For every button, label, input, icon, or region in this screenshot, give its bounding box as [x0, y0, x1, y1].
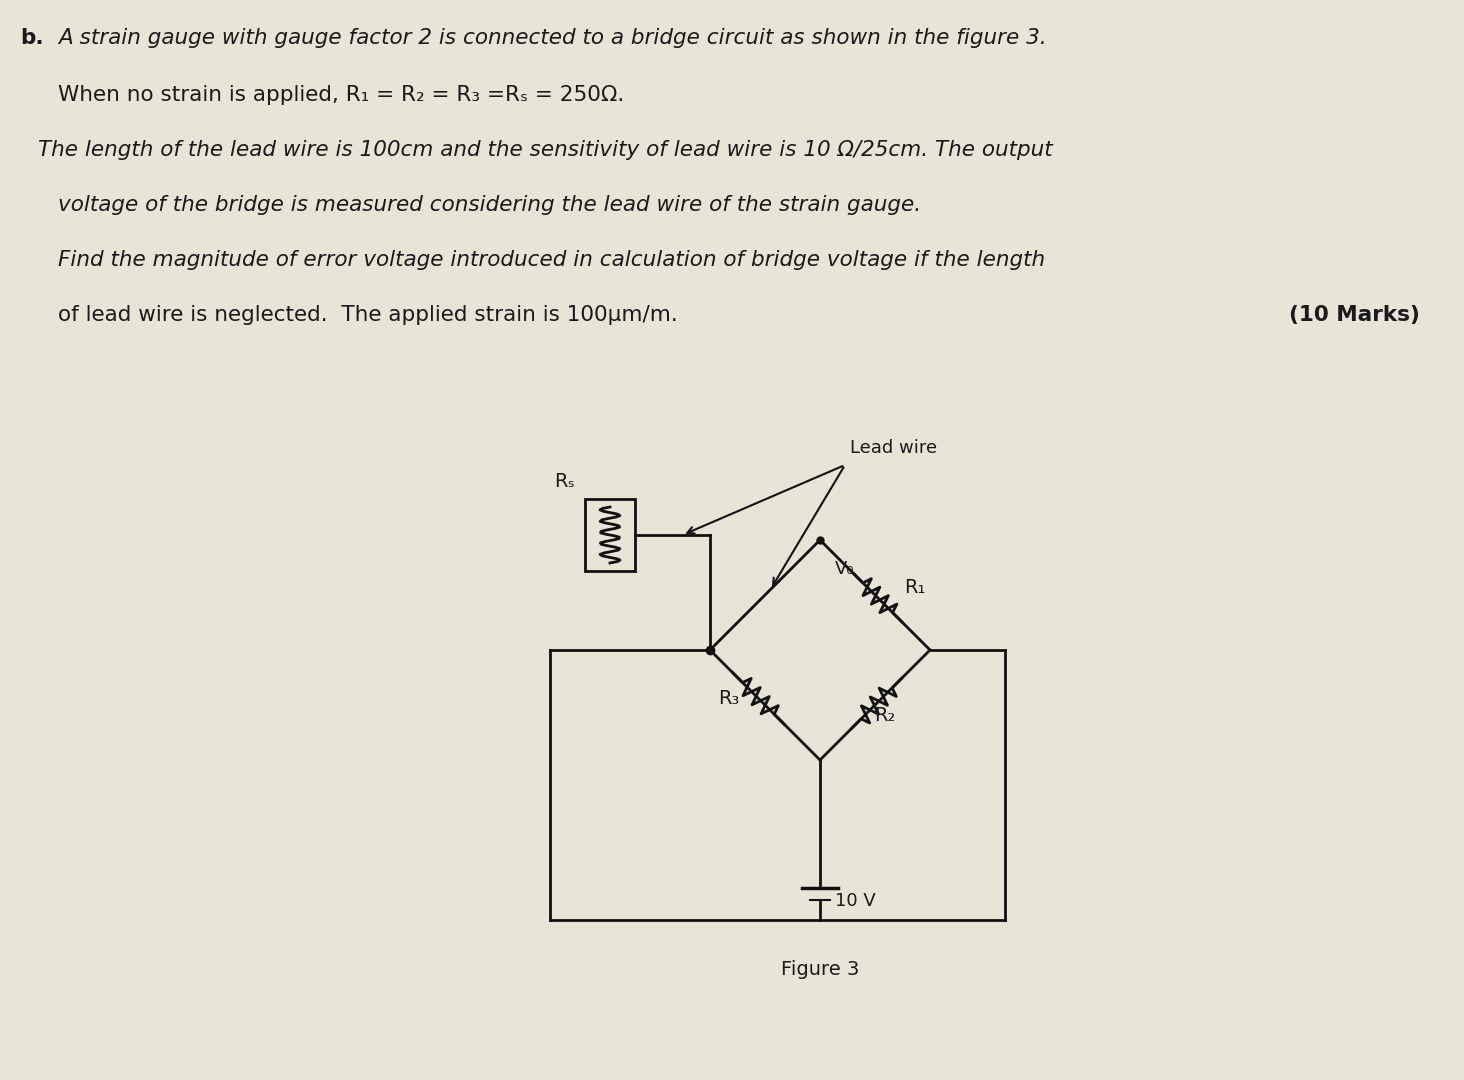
Bar — [586, 499, 635, 571]
Text: (10 Marks): (10 Marks) — [1290, 305, 1420, 325]
Text: R₂: R₂ — [874, 706, 896, 725]
Text: 10 V: 10 V — [834, 892, 875, 910]
Text: A strain gauge with gauge factor 2 is connected to a bridge circuit as shown in : A strain gauge with gauge factor 2 is co… — [59, 28, 1047, 48]
Text: Figure 3: Figure 3 — [780, 960, 859, 978]
Text: b.: b. — [20, 28, 44, 48]
Text: of lead wire is neglected.  The applied strain is 100μm/m.: of lead wire is neglected. The applied s… — [59, 305, 678, 325]
Text: Lead wire: Lead wire — [851, 438, 937, 457]
Text: When no strain is applied, R₁ = R₂ = R₃ =Rₛ = 250Ω.: When no strain is applied, R₁ = R₂ = R₃ … — [59, 85, 624, 105]
Text: R₃: R₃ — [719, 689, 739, 707]
Text: R₁: R₁ — [905, 578, 925, 596]
Text: Rₛ: Rₛ — [555, 472, 575, 491]
Text: Find the magnitude of error voltage introduced in calculation of bridge voltage : Find the magnitude of error voltage intr… — [59, 249, 1045, 270]
Text: The length of the lead wire is 100cm and the sensitivity of lead wire is 10 Ω/25: The length of the lead wire is 100cm and… — [38, 140, 1053, 160]
Text: voltage of the bridge is measured considering the lead wire of the strain gauge.: voltage of the bridge is measured consid… — [59, 195, 921, 215]
Text: V₀: V₀ — [834, 561, 855, 578]
